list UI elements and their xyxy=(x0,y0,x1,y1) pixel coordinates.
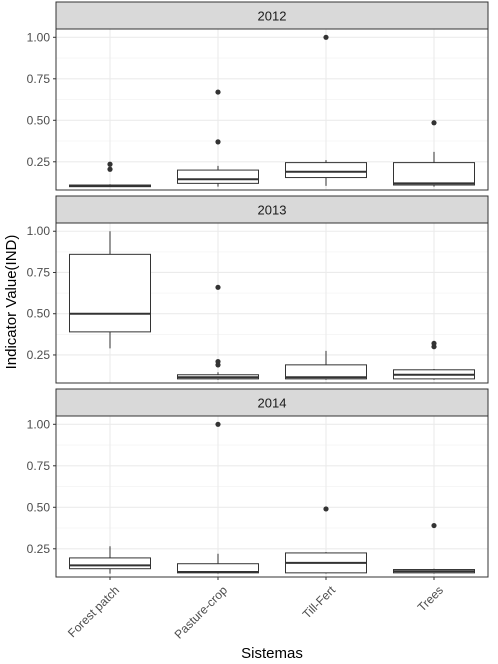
panel-2012: 2012 0.25 0.50 0.75 1.00 xyxy=(27,1,489,191)
box-trees xyxy=(393,120,475,187)
outlier-point xyxy=(107,166,113,172)
facet-strip xyxy=(55,1,489,30)
box-pasture-crop xyxy=(177,284,259,380)
x-tick-label: Till-Fert xyxy=(300,583,339,622)
y-tick-label: 0.50 xyxy=(27,113,51,127)
facet-panels: 2012 0.25 0.50 0.75 1.00 2013 0.25 0.50 0.75 1.00… xyxy=(27,1,489,580)
y-tick-label: 0.75 xyxy=(27,459,51,473)
outlier-point xyxy=(215,358,221,365)
outlier-point xyxy=(431,522,437,529)
x-tick-label: Trees xyxy=(415,583,446,614)
outlier-point xyxy=(215,421,221,427)
panel-border xyxy=(55,28,489,191)
y-tick-label: 1.00 xyxy=(27,30,51,44)
panel-background xyxy=(56,416,488,577)
panel-border xyxy=(55,415,489,578)
box-till-fert xyxy=(285,350,367,380)
box-body xyxy=(69,557,151,570)
y-tick-label: 0.75 xyxy=(27,72,51,86)
y-tick-label: 0.25 xyxy=(27,348,51,362)
outlier-point xyxy=(215,89,221,95)
outlier-point xyxy=(323,506,329,512)
facet-strip-label: 2013 xyxy=(258,203,287,218)
y-tick-label: 0.75 xyxy=(27,265,51,279)
facet-strip xyxy=(55,195,489,224)
outlier-point xyxy=(215,284,221,290)
box-forest-patch xyxy=(69,231,151,349)
panel-border xyxy=(55,222,489,384)
y-tick-label: 1.00 xyxy=(27,417,51,431)
box-trees xyxy=(393,522,475,574)
box-till-fert xyxy=(285,34,367,186)
outlier-point xyxy=(323,34,329,40)
y-tick-label: 0.25 xyxy=(27,542,51,556)
x-axis-title: Sistemas xyxy=(241,645,303,662)
box-pasture-crop xyxy=(177,421,259,574)
x-tick-label: Pasture-crop xyxy=(172,583,231,642)
box-body xyxy=(285,162,367,179)
outlier-point xyxy=(215,139,221,145)
facet-strip-label: 2014 xyxy=(258,396,287,411)
y-tick-label: 0.25 xyxy=(27,155,51,169)
y-tick-label: 0.50 xyxy=(27,307,51,321)
box-body xyxy=(177,169,259,184)
facet-strip xyxy=(55,388,489,417)
outlier-point xyxy=(107,161,113,167)
outlier-point xyxy=(431,340,437,347)
panel-2013: 2013 0.25 0.50 0.75 1.00 xyxy=(27,195,489,384)
panel-2014: 2014 0.25 0.50 0.75 1.00 xyxy=(27,388,489,580)
outlier-point xyxy=(431,120,437,126)
x-tick-label: Forest patch xyxy=(65,583,122,640)
y-tick-label: 0.50 xyxy=(27,500,51,514)
box-body xyxy=(69,253,151,333)
x-tick-labels: Forest patch Pasture-crop Till-Fert Trees xyxy=(65,583,446,642)
box-body xyxy=(285,364,367,380)
box-till-fert xyxy=(285,506,367,574)
box-pasture-crop xyxy=(177,89,259,187)
box-body xyxy=(393,162,475,186)
y-tick-label: 1.00 xyxy=(27,224,51,238)
box-trees xyxy=(393,340,475,380)
box-forest-patch xyxy=(69,546,151,574)
y-axis-title: Indicator Value(IND) xyxy=(3,235,20,370)
facet-strip-label: 2012 xyxy=(258,9,287,24)
box-forest-patch xyxy=(69,161,151,188)
